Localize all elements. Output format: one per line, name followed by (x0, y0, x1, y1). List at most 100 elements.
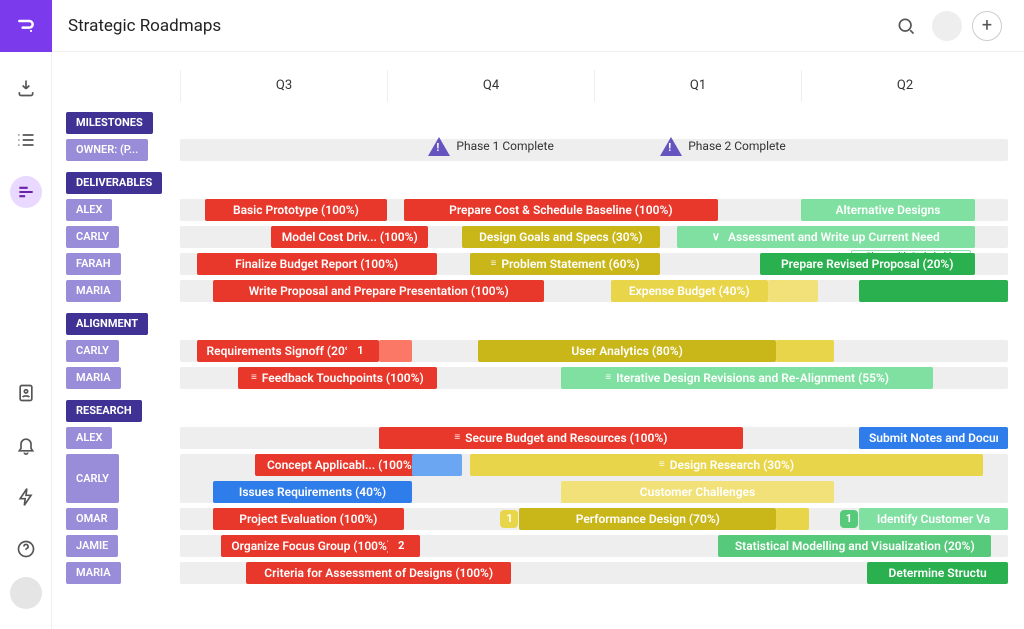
timeline-bar[interactable]: Basic Prototype (100%) (205, 199, 387, 221)
milestone-marker[interactable]: Phase 1 Complete (428, 137, 553, 156)
owner-label[interactable]: ALEX (62, 199, 180, 221)
timeline-bar[interactable]: ≡Secure Budget and Resources (100%) (379, 427, 743, 449)
bar-label: Project Evaluation (100%) (239, 512, 377, 526)
timeline-bar[interactable]: Customer Challenges (561, 481, 834, 503)
lane-track: Phase 1 Complete Phase 2 Complete (180, 139, 1008, 161)
timeline-bar[interactable]: User Analytics (80%) (478, 340, 776, 362)
lane-track: Concept Applicabl... (100%) ≡Design Resea… (180, 454, 1008, 503)
timeline-bar[interactable]: Statistical Modelling and Visualization … (718, 535, 991, 557)
bar-label: Finalize Budget Report (100%) (235, 257, 398, 271)
download-icon[interactable] (10, 72, 42, 104)
owner-label[interactable]: FARAH (62, 253, 180, 275)
bar-label: Design Goals and Specs (30%) (479, 230, 643, 244)
bar-label: Identify Customer Va (877, 512, 990, 526)
quarter-label: Q2 (801, 70, 1008, 102)
section-label[interactable]: RESEARCH (62, 400, 180, 422)
owner-label[interactable]: CARLY (62, 226, 180, 248)
timeline-bar[interactable]: Prepare Cost & Schedule Baseline (100%) (404, 199, 719, 221)
user-avatar[interactable] (10, 577, 42, 609)
lane-track: Write Proposal and Prepare Presentation … (180, 280, 1008, 302)
section-label[interactable]: MILESTONES (62, 112, 180, 134)
bar-label: Criteria for Assessment of Designs (100%… (264, 566, 493, 580)
timeline-bar[interactable]: Organize Focus Group (100%)2 (221, 535, 420, 557)
bar-label: Organize Focus Group (100%) (231, 539, 387, 553)
bar-label: Model Cost Driv... (100%) (282, 230, 418, 244)
timeline-bar[interactable]: ≡Problem Statement (60%) (470, 253, 660, 275)
timeline-bar[interactable]: 1Identify Customer Va (859, 508, 1008, 530)
timeline-bar[interactable]: Determine Structu (867, 562, 1008, 584)
help-icon[interactable] (10, 533, 42, 565)
timeline-bar[interactable]: Project Evaluation (100%) (213, 508, 403, 530)
owner-label[interactable]: JAMIE (62, 535, 180, 557)
quarter-header: Q3Q4Q1Q2 (180, 70, 1008, 102)
timeline-bar[interactable]: Requirements Signoff (20%)1 (197, 340, 379, 362)
timeline-bar[interactable]: ≡Feedback Touchpoints (100%) (238, 367, 437, 389)
owner-label[interactable]: OMAR (62, 508, 180, 530)
bar-label: Performance Design (70%) (576, 512, 720, 526)
owner-label[interactable]: MARIA (62, 562, 180, 584)
owner-label[interactable]: OWNER: (P... (62, 139, 180, 161)
timeline-bar[interactable]: Concept Applicabl... (100%) (255, 454, 429, 476)
milestone-marker[interactable]: Phase 2 Complete (660, 137, 785, 156)
add-button[interactable]: + (972, 11, 1002, 41)
bar-label: Basic Prototype (100%) (233, 203, 359, 217)
contact-icon[interactable] (10, 377, 42, 409)
timeline-bar[interactable]: Model Cost Driv... (100%) (271, 226, 428, 248)
bar-label: Write Proposal and Prepare Presentation … (249, 284, 509, 298)
timeline-bar[interactable]: Issues Requirements (40%) (213, 481, 412, 503)
timeline-bar[interactable]: 1Performance Design (70%) (519, 508, 776, 530)
bar-label: Iterative Design Revisions and Re-Alignm… (616, 371, 889, 385)
timeline-bar[interactable]: Design Goals and Specs (30%) (462, 226, 661, 248)
milestone-label: Phase 1 Complete (456, 139, 553, 153)
lane-track: Model Cost Driv... (100%) Design Goals an… (180, 226, 1008, 248)
sidebar (0, 0, 52, 629)
bar-label: Assessment and Write up Current Need (728, 230, 940, 244)
timeline-bar[interactable]: Prepare Revised Proposal (20%) (760, 253, 975, 275)
lane-track: Finalize Budget Report (100%) ≡Problem St… (180, 253, 1008, 275)
timeline-bar[interactable]: ≡Design Research (30%) (470, 454, 983, 476)
timeline-bar[interactable]: ≡Iterative Design Revisions and Re-Align… (561, 367, 934, 389)
milestone-label: Phase 2 Complete (688, 139, 785, 153)
bar-label: User Analytics (80%) (571, 344, 682, 358)
timeline-bar[interactable]: Write Proposal and Prepare Presentation … (213, 280, 544, 302)
section-label[interactable]: ALIGNMENT (62, 313, 180, 335)
topbar: Strategic Roadmaps + (52, 0, 1024, 52)
quarter-label: Q1 (594, 70, 801, 102)
bar-label: Issues Requirements (40%) (239, 485, 386, 499)
bar-label: Statistical Modelling and Visualization … (735, 539, 975, 553)
owner-label[interactable]: ALEX (62, 427, 180, 449)
bar-label: Expense Budget (40%) (629, 284, 750, 298)
bolt-icon[interactable] (10, 481, 42, 513)
quarter-label: Q3 (180, 70, 387, 102)
timeline-bar[interactable]: Finalize Budget Report (100%) (197, 253, 437, 275)
owner-label[interactable]: MARIA (62, 280, 180, 302)
timeline-icon[interactable] (10, 176, 42, 208)
section-label[interactable]: DELIVERABLES (62, 172, 180, 194)
lane-track: Requirements Signoff (20%)1 User Analytic… (180, 340, 1008, 362)
lane-track: Organize Focus Group (100%)2 Statistical … (180, 535, 1008, 557)
bar-label: Problem Statement (60%) (501, 257, 639, 271)
timeline-bar[interactable]: Expense Budget (40%) (611, 280, 768, 302)
lane-track: Project Evaluation (100%) 1Performance De… (180, 508, 1008, 530)
owner-label[interactable]: CARLY (62, 454, 180, 503)
page-title: Strategic Roadmaps (68, 16, 221, 36)
timeline-bar[interactable] (859, 280, 1008, 302)
timeline-bar[interactable]: Criteria for Assessment of Designs (100%… (246, 562, 511, 584)
bar-label: Prepare Cost & Schedule Baseline (100%) (449, 203, 672, 217)
timeline-bar[interactable]: ∨Assessment and Write up Current Need● S… (677, 226, 975, 248)
search-icon[interactable] (890, 10, 922, 42)
app-logo[interactable] (0, 0, 52, 52)
timeline-bar[interactable]: Alternative Designs (801, 199, 975, 221)
lane-track: Criteria for Assessment of Designs (100%… (180, 562, 1008, 584)
owner-label[interactable]: MARIA (62, 367, 180, 389)
bar-label: Prepare Revised Proposal (20%) (781, 257, 954, 271)
presence-avatar[interactable] (932, 11, 962, 41)
bar-label: Alternative Designs (836, 203, 941, 217)
owner-label[interactable]: CARLY (62, 340, 180, 362)
lane-track: Basic Prototype (100%) Prepare Cost & Sch… (180, 199, 1008, 221)
timeline-bar[interactable]: Submit Notes and Docum (859, 427, 1008, 449)
list-icon[interactable] (10, 124, 42, 156)
bar-label: Feedback Touchpoints (100%) (262, 371, 424, 385)
bell-icon[interactable] (10, 429, 42, 461)
bar-label: Secure Budget and Resources (100%) (465, 431, 667, 445)
